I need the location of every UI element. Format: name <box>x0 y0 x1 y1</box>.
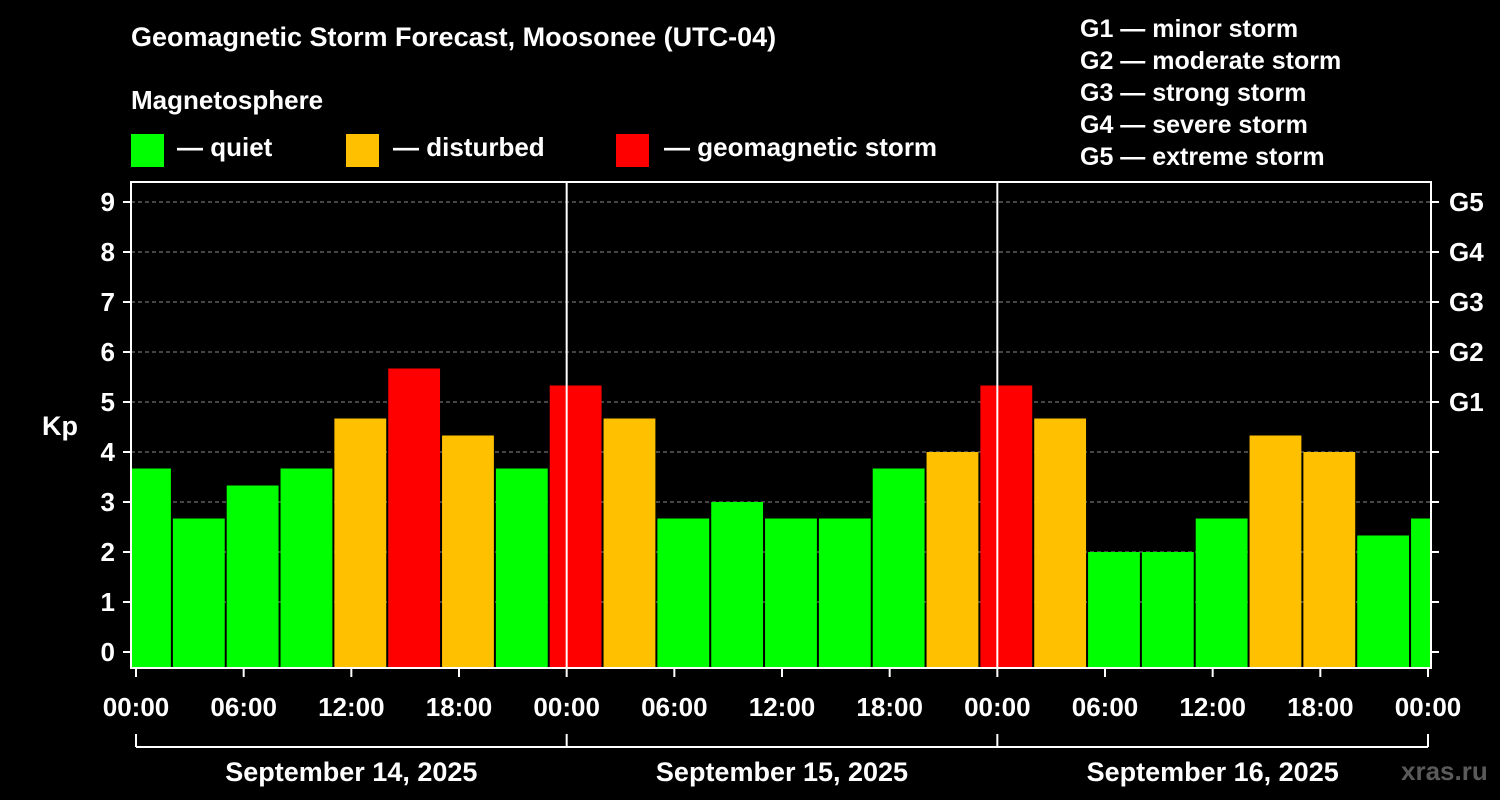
legend-label-storm: — geomagnetic storm <box>664 132 938 162</box>
watermark: xras.ru <box>1401 756 1488 786</box>
y-tick-label-7: 7 <box>101 287 115 317</box>
kp-bar-6 <box>442 435 494 667</box>
x-tick-label-10: 12:00 <box>1179 692 1246 722</box>
bars-group <box>132 368 1430 667</box>
kp-bar-2 <box>226 485 279 667</box>
legend-title: Magnetosphere <box>131 85 324 115</box>
x-tick-label-7: 18:00 <box>856 692 923 722</box>
g-level-label-g1: G1 <box>1449 387 1484 417</box>
chart-title: Geomagnetic Storm Forecast, Moosonee (UT… <box>131 22 777 52</box>
g-level-label-g5: G5 <box>1449 187 1484 217</box>
date-label-1: September 15, 2025 <box>656 757 908 787</box>
date-label-2: September 16, 2025 <box>1087 757 1339 787</box>
y-tick-label-2: 2 <box>101 537 115 567</box>
kp-bar-12 <box>765 518 817 667</box>
x-tick-label-5: 06:00 <box>641 692 708 722</box>
kp-bar-0 <box>132 468 171 667</box>
x-tick-label-11: 18:00 <box>1287 692 1354 722</box>
x-tick-label-2: 12:00 <box>318 692 385 722</box>
g-level-label-g4: G4 <box>1449 237 1484 267</box>
kp-bar-5 <box>388 368 441 667</box>
x-tick-label-6: 12:00 <box>749 692 816 722</box>
y-tick-label-3: 3 <box>101 487 115 517</box>
y-tick-label-0: 0 <box>101 637 115 667</box>
kp-bar-15 <box>926 452 979 667</box>
storm-scale-g3: G3 — strong storm <box>1080 79 1307 107</box>
kp-bar-23 <box>1357 535 1410 667</box>
kp-bar-17 <box>1034 418 1087 667</box>
storm-scale-g4: G4 — severe storm <box>1080 111 1308 139</box>
kp-bar-13 <box>818 518 871 667</box>
storm-scale-g5: G5 — extreme storm <box>1080 143 1325 171</box>
x-tick-label-3: 18:00 <box>426 692 493 722</box>
kp-bar-10 <box>657 518 710 667</box>
kp-bar-11 <box>711 502 764 667</box>
y-tick-label-9: 9 <box>101 187 115 217</box>
g-level-label-g3: G3 <box>1449 287 1484 317</box>
legend-swatch-quiet <box>131 134 164 167</box>
kp-bar-24 <box>1411 518 1430 667</box>
legend-swatch-storm <box>616 134 649 167</box>
kp-bar-18 <box>1088 552 1140 667</box>
x-tick-label-9: 06:00 <box>1072 692 1139 722</box>
y-tick-label-8: 8 <box>101 237 115 267</box>
kp-bar-14 <box>872 468 925 667</box>
legend-swatch-disturbed <box>346 134 379 167</box>
kp-bar-21 <box>1249 435 1302 667</box>
kp-bar-4 <box>334 418 387 667</box>
storm-scale-g2: G2 — moderate storm <box>1080 47 1342 75</box>
x-tick-label-4: 00:00 <box>533 692 600 722</box>
y-axis-label: Kp <box>42 411 78 441</box>
x-tick-label-1: 06:00 <box>210 692 277 722</box>
y-tick-label-1: 1 <box>101 587 115 617</box>
kp-bar-16 <box>980 385 1033 667</box>
kp-bar-19 <box>1141 552 1194 667</box>
kp-bar-22 <box>1303 452 1356 667</box>
kp-bar-7 <box>495 468 548 667</box>
date-label-0: September 14, 2025 <box>225 757 477 787</box>
kp-bar-1 <box>172 518 225 667</box>
storm-scale-g1: G1 — minor storm <box>1080 15 1299 43</box>
kp-bar-20 <box>1195 518 1248 667</box>
legend-label-disturbed: — disturbed <box>393 132 545 162</box>
x-tick-label-0: 00:00 <box>103 692 170 722</box>
kp-bar-8 <box>549 385 602 667</box>
kp-bar-9 <box>603 418 656 667</box>
x-tick-label-8: 00:00 <box>964 692 1031 722</box>
y-tick-label-5: 5 <box>101 387 115 417</box>
kp-bar-3 <box>280 468 333 667</box>
y-tick-label-4: 4 <box>101 437 116 467</box>
x-tick-label-12: 00:00 <box>1395 692 1462 722</box>
legend-label-quiet: — quiet <box>177 132 273 162</box>
g-level-label-g2: G2 <box>1449 337 1484 367</box>
y-tick-label-6: 6 <box>101 337 115 367</box>
